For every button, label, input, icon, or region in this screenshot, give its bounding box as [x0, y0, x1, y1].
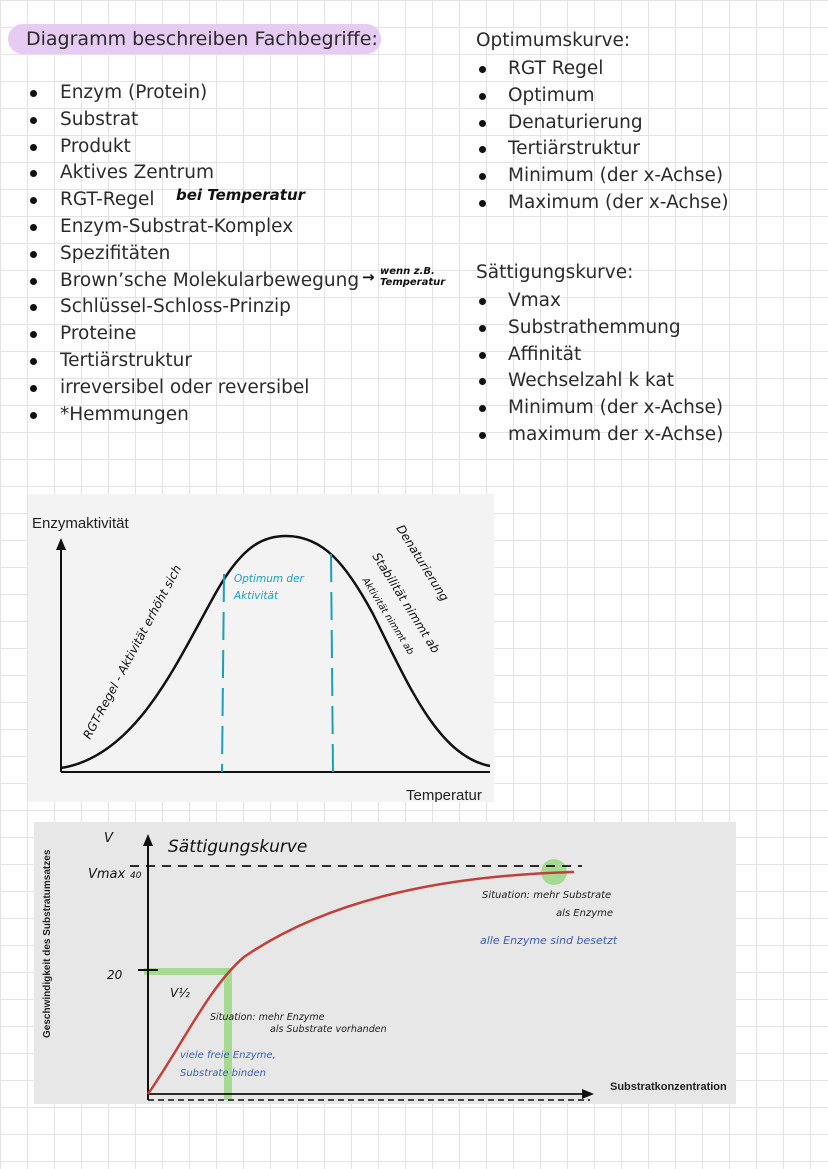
list-item: Substrat: [30, 107, 359, 134]
low-blue-annotation: Substrate binden: [180, 1068, 266, 1079]
half-vmax-highlight-h: [144, 968, 230, 975]
y-axis-label: Enzymaktivität: [32, 515, 130, 532]
bullet-icon: [30, 411, 37, 419]
list-item: *Hemmungen: [30, 402, 359, 429]
x-axis-label: Substratkonzentration: [610, 1081, 727, 1093]
y-axis-arrow-icon: [56, 538, 66, 550]
saettigungskurve-title: Sättigungskurve:: [476, 262, 634, 283]
list-item: Schlüssel-Schloss-Prinzip: [30, 294, 359, 321]
arrow-icon: →: [362, 268, 375, 286]
bullet-icon: [30, 223, 37, 231]
bullet-icon: [30, 357, 37, 365]
list-item: Minimum (der x-Achse): [477, 163, 729, 190]
bullet-icon: [479, 173, 486, 181]
bullet-icon: [479, 324, 486, 332]
list-item: Proteine: [30, 321, 359, 348]
y-axis-label: Geschwindigkeit des Substratumsatzes: [42, 849, 53, 1038]
list-item: Enzym-Substrat-Komplex: [30, 214, 359, 241]
rgt-annotation: RGT-Regel - Aktivität erhöht sich: [80, 563, 184, 742]
chart-title: Sättigungskurve: [168, 837, 307, 857]
low-blue-annotation: viele freie Enzyme,: [180, 1050, 276, 1061]
bullet-icon: [30, 277, 37, 285]
bullet-icon: [30, 116, 37, 124]
saturation-curve-svg: Geschwindigkeit des Substratumsatzes V V…: [42, 831, 727, 1101]
list-item: Aktives Zentrum: [30, 160, 359, 187]
bullet-icon: [30, 331, 37, 339]
bullet-icon: [479, 92, 486, 100]
mid-annotation: Situation: mehr Enzyme: [210, 1012, 325, 1023]
note-line: Temperatur: [380, 277, 446, 288]
list-item: maximum der x-Achse): [477, 422, 723, 449]
bullet-icon: [30, 170, 37, 178]
y-axis-arrow-icon: [143, 834, 153, 846]
top-annotation: als Enzyme: [556, 908, 613, 919]
bullet-icon: [30, 384, 37, 392]
x-axis-label: Temperatur: [406, 787, 482, 802]
vmax-label: Vmax: [88, 867, 126, 882]
optimum-curve-line: [60, 534, 491, 770]
optimum-curve-svg: Enzymaktivität Temperatur RGT-Regel - Ak…: [32, 515, 491, 802]
list-item: Vmax: [477, 288, 723, 315]
list-item: Maximum (der x-Achse): [477, 190, 729, 217]
list-item: Produkt: [30, 134, 359, 161]
optimum-curve-chart: Enzymaktivität Temperatur RGT-Regel - Ak…: [28, 494, 494, 802]
list-item: RGT Regel: [477, 56, 729, 83]
bullet-icon: [30, 197, 37, 205]
list-item: Optimum: [477, 83, 729, 110]
v-axis-letter: V: [104, 831, 114, 846]
bullet-icon: [30, 304, 37, 312]
bullet-icon: [479, 405, 486, 413]
half-vmax-highlight-v: [224, 968, 232, 1100]
bullet-icon: [479, 431, 486, 439]
list-item: Substrathemmung: [477, 315, 723, 342]
list-item: Tertiärstruktur: [30, 348, 359, 375]
list-item: Enzym (Protein): [30, 80, 359, 107]
bullet-icon: [479, 351, 486, 359]
optimum-annotation: Aktivität: [233, 590, 279, 602]
list-item: Brown’sche Molekularbewegung: [30, 268, 359, 295]
half-value: 20: [107, 968, 123, 982]
list-item: Affinität: [477, 342, 723, 369]
optimum-annotation: Optimum der: [234, 573, 305, 585]
page-heading: Diagramm beschreiben Fachbegriffe:: [8, 24, 381, 54]
optimumskurve-title: Optimumskurve:: [476, 30, 631, 51]
list-item: Minimum (der x-Achse): [477, 395, 723, 422]
list-item: irreversibel oder reversibel: [30, 375, 359, 402]
bullet-icon: [479, 119, 486, 127]
vmax-value: 40: [130, 871, 142, 881]
top-annotation: Situation: mehr Substrate: [482, 890, 611, 901]
bullet-icon: [479, 298, 486, 305]
list-item: Denaturierung: [477, 110, 729, 137]
top-blue-annotation: alle Enzyme sind besetzt: [480, 934, 618, 947]
half-label: V½: [170, 986, 190, 1000]
saturation-curve-line: [146, 870, 575, 1095]
saturation-curve-chart: Geschwindigkeit des Substratumsatzes V V…: [34, 822, 736, 1104]
bullet-icon: [30, 143, 37, 151]
fachbegriffe-list: Enzym (Protein) Substrat Produkt Aktives…: [30, 80, 359, 428]
note-line: wenn z.B.: [380, 266, 435, 277]
list-item: Wechselzahl k kat: [477, 368, 723, 395]
bullet-icon: [479, 146, 486, 154]
list-item: RGT-Regel: [30, 187, 359, 214]
list-item: Spezifitäten: [30, 241, 359, 268]
optimumskurve-list: RGT Regel Optimum Denaturierung Tertiärs…: [477, 56, 729, 217]
bullet-icon: [479, 199, 486, 207]
saettigungskurve-list: Vmax Substrathemmung Affinität Wechselza…: [477, 288, 723, 449]
x-axis-arrow-icon: [582, 1089, 594, 1099]
mid-annotation: als Substrate vorhanden: [270, 1024, 387, 1035]
bullet-icon: [479, 66, 486, 73]
handwritten-note-rgt: bei Temperatur: [176, 186, 306, 204]
bullet-icon: [30, 90, 37, 97]
bullet-icon: [479, 378, 486, 386]
optimum-left-line: [221, 573, 225, 773]
optimum-right-line: [330, 553, 334, 773]
list-item: Tertiärstruktur: [477, 136, 729, 163]
bullet-icon: [30, 250, 37, 258]
